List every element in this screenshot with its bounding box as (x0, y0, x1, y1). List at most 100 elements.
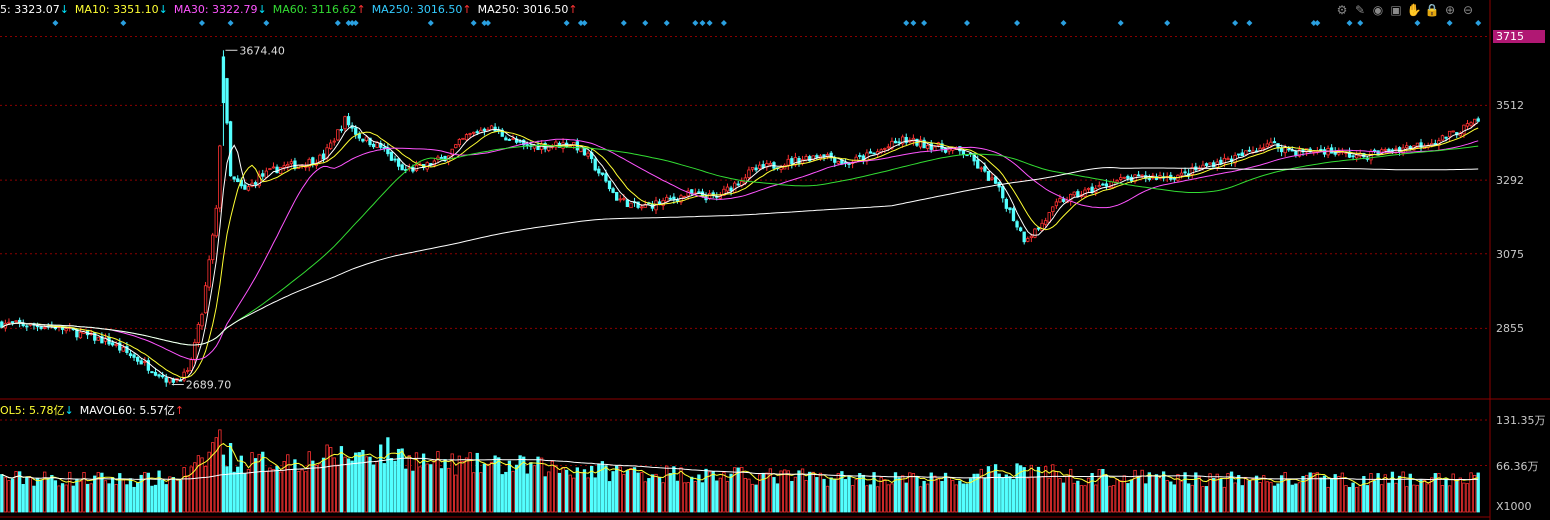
volume-bar[interactable] (286, 454, 290, 513)
volume-bar[interactable] (1247, 480, 1252, 513)
volume-bar[interactable] (976, 473, 980, 513)
volume-bar[interactable] (1226, 473, 1230, 513)
volume-bar[interactable] (35, 478, 40, 513)
candle-body[interactable] (1036, 227, 1041, 230)
volume-bar[interactable] (236, 466, 240, 513)
volume-bar[interactable] (536, 456, 540, 513)
candle-body[interactable] (1076, 191, 1080, 198)
volume-bar[interactable] (1215, 473, 1219, 513)
volume-bar[interactable] (32, 485, 36, 513)
volume-bar[interactable] (911, 473, 916, 513)
candle-body[interactable] (1126, 175, 1130, 179)
candle-body[interactable] (922, 139, 926, 149)
candle-body[interactable] (78, 331, 83, 339)
candle-body[interactable] (629, 202, 633, 209)
volume-bar[interactable] (940, 481, 944, 513)
volume-bar[interactable] (514, 464, 519, 513)
candle-body[interactable] (901, 136, 905, 145)
volume-bar[interactable] (1115, 479, 1119, 513)
volume-bar[interactable] (1119, 480, 1123, 513)
candle-body[interactable] (707, 193, 712, 199)
volume-bar[interactable] (611, 471, 615, 513)
candle-body[interactable] (1383, 149, 1387, 151)
volume-bar[interactable] (1040, 476, 1044, 513)
volume-bar[interactable] (722, 472, 726, 513)
volume-bar[interactable] (511, 470, 515, 513)
candle-body[interactable] (364, 136, 369, 141)
volume-bar[interactable] (1251, 478, 1255, 513)
volume-bar[interactable] (604, 465, 608, 513)
volume-bar[interactable] (672, 466, 676, 513)
volume-bar[interactable] (300, 469, 304, 513)
volume-bar[interactable] (650, 474, 655, 513)
candle-body[interactable] (164, 377, 168, 383)
volume-bar[interactable] (178, 480, 183, 513)
candle-body[interactable] (1086, 188, 1091, 190)
candle-body[interactable] (228, 121, 233, 177)
volume-bar[interactable] (1126, 483, 1130, 513)
volume-bar[interactable] (529, 462, 533, 513)
volume-bar[interactable] (815, 477, 819, 513)
candle-body[interactable] (1119, 177, 1123, 180)
candle-body[interactable] (893, 140, 898, 144)
candle-body[interactable] (43, 327, 47, 329)
volume-bar[interactable] (1140, 469, 1144, 513)
candle-body[interactable] (1104, 183, 1109, 187)
volume-bar[interactable] (668, 473, 672, 513)
volume-bar[interactable] (85, 483, 90, 513)
volume-bar[interactable] (539, 457, 544, 513)
candle-body[interactable] (532, 144, 537, 149)
candle-body[interactable] (890, 140, 894, 149)
candle-body[interactable] (207, 259, 211, 288)
volume-bar[interactable] (1447, 485, 1452, 513)
volume-bar[interactable] (472, 472, 476, 513)
volume-bar[interactable] (954, 484, 958, 513)
volume-bar[interactable] (893, 472, 898, 513)
candle-body[interactable] (804, 156, 808, 161)
volume-bar[interactable] (568, 474, 572, 513)
volume-bar[interactable] (847, 475, 851, 513)
candle-body[interactable] (393, 158, 397, 161)
volume-bar[interactable] (100, 472, 104, 513)
volume-bar[interactable] (386, 437, 390, 513)
volume-bar[interactable] (1419, 479, 1423, 513)
candle-body[interactable] (461, 137, 465, 140)
volume-bar[interactable] (0, 474, 4, 513)
volume-bar[interactable] (1133, 469, 1137, 513)
candle-body[interactable] (622, 197, 626, 200)
volume-bar[interactable] (407, 455, 411, 513)
volume-bar[interactable] (943, 472, 948, 513)
volume-bar[interactable] (253, 458, 258, 513)
candle-body[interactable] (371, 143, 376, 148)
candle-body[interactable] (396, 158, 401, 167)
volume-bar[interactable] (1201, 486, 1205, 513)
volume-bar[interactable] (393, 460, 397, 513)
volume-bar[interactable] (1079, 485, 1084, 513)
candle-body[interactable] (135, 356, 140, 362)
volume-bar[interactable] (1408, 473, 1412, 513)
volume-bar[interactable] (489, 461, 494, 513)
volume-bar[interactable] (933, 475, 937, 513)
volume-bar[interactable] (1254, 475, 1259, 513)
candle-body[interactable] (1058, 198, 1062, 203)
volume-bar[interactable] (1219, 478, 1223, 513)
volume-bar[interactable] (793, 476, 798, 513)
volume-bar[interactable] (50, 475, 54, 513)
candle-body[interactable] (836, 160, 840, 164)
candle-body[interactable] (1244, 150, 1248, 155)
volume-bar[interactable] (282, 460, 286, 513)
volume-bar[interactable] (446, 467, 451, 513)
volume-bar[interactable] (1076, 480, 1080, 513)
candle-body[interactable] (468, 133, 472, 135)
candle-body[interactable] (153, 371, 158, 376)
candle-body[interactable] (1297, 149, 1302, 157)
volume-bar[interactable] (1458, 477, 1462, 513)
candle-body[interactable] (758, 164, 762, 169)
candle-body[interactable] (454, 144, 458, 149)
volume-bar[interactable] (1451, 473, 1455, 513)
volume-bar[interactable] (293, 459, 297, 513)
volume-bar[interactable] (1229, 471, 1234, 513)
volume-bar[interactable] (1051, 464, 1055, 513)
volume-bar[interactable] (475, 452, 479, 513)
volume-bar[interactable] (1104, 475, 1109, 513)
